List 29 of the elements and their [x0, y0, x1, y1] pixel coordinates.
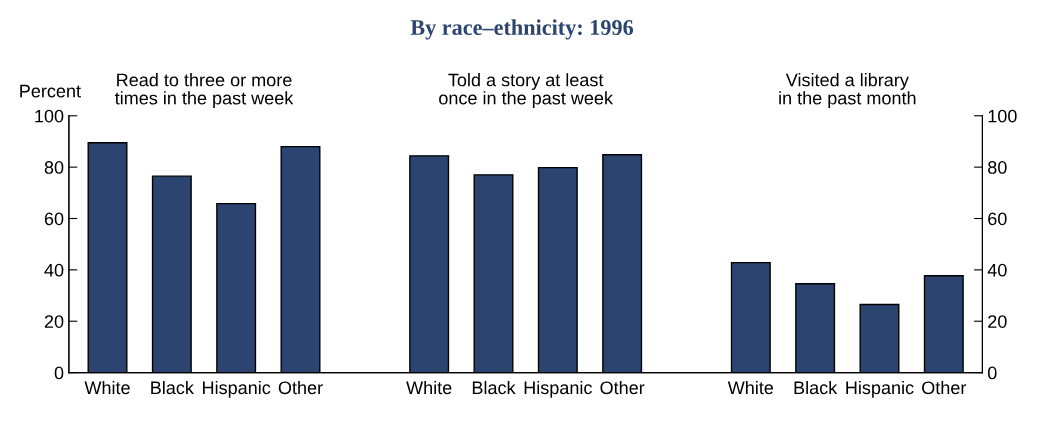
- x-tick-label: Hispanic: [846, 380, 914, 398]
- y2-tick-label: 20: [988, 315, 1007, 328]
- x-tick-label: White: [727, 380, 774, 395]
- y2-tick-label: 0: [987, 366, 997, 380]
- y-tick-label: 60: [44, 212, 64, 226]
- y2-tick-label: 40: [987, 263, 1007, 277]
- y2-tick-label: 80: [988, 161, 1007, 174]
- chart-title: By race–ethnicity: 1996: [410, 19, 634, 40]
- x-tick-label: Hispanic: [524, 380, 592, 398]
- x-tick-label: Hispanic: [203, 380, 271, 398]
- text: Visited a library in the past month: [779, 73, 916, 109]
- y-tick-label: 0: [54, 366, 64, 380]
- y-tick-label: 100: [35, 109, 64, 123]
- x-tick-label: Black: [794, 380, 838, 395]
- x-tick-label: Other: [600, 380, 645, 395]
- text: Read to three or more times in the past week: [114, 73, 294, 109]
- y2-tick-label: 60: [988, 212, 1007, 226]
- x-tick-label: Black: [472, 380, 516, 395]
- y-tick-label: 80: [44, 161, 64, 174]
- x-tick-label: Other: [922, 380, 967, 395]
- y-tick-label: 20: [44, 315, 64, 328]
- y-axis-title: Percent: [20, 84, 81, 98]
- x-tick-label: Black: [151, 380, 194, 395]
- x-tick-label: White: [406, 380, 452, 395]
- y-tick-label: 40: [44, 263, 64, 277]
- y2-tick-label: 100: [988, 109, 1017, 123]
- text: Told a story at least once in the past week: [439, 73, 614, 109]
- x-tick-label: Other: [278, 380, 323, 395]
- x-tick-label: White: [84, 380, 130, 395]
